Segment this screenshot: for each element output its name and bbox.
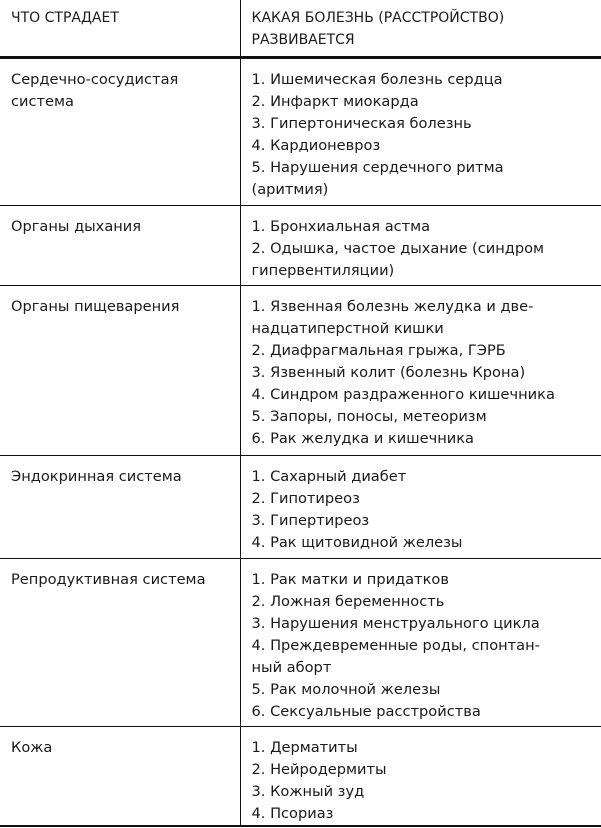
system-cell: Репродуктивная система <box>0 557 241 727</box>
disease-item: 1. Ишемическая болезнь сердца <box>251 70 503 88</box>
disease-item: 3. Гипертиреоз <box>251 511 370 529</box>
disease-cell: 1. Ишемическая болезнь сердца 2. Инфаркт … <box>239 56 601 206</box>
disease-cell: 1. Рак матки и придатков 2. Ложная береме… <box>239 557 601 727</box>
disease-item: 1. Рак матки и придатков <box>251 570 449 588</box>
disease-item: 5. Нарушения сердечного ритма (аритмия) <box>251 158 504 198</box>
table-row: Кожа 1. Дерматиты 2. Нейродермиты 3. Кожный… <box>0 725 601 827</box>
system-cell: Эндокринная система <box>0 454 241 559</box>
disease-item: 3. Нарушения менструального цикла <box>251 614 540 632</box>
disease-item: 2. Гипотиреоз <box>251 489 360 507</box>
table-row: Эндокринная система 1. Сахарный диабет 2. … <box>0 454 601 559</box>
system-cell: Сердечно-сосудистая система <box>0 56 241 206</box>
table-header-row: ЧТО СТРАДАЕТ КАКАЯ БОЛЕЗНЬ (РАССТРОЙСТВО… <box>0 0 601 59</box>
disease-item: 1. Бронхиальная астма <box>251 217 431 235</box>
disease-item: 6. Рак желудка и кишечника <box>251 429 475 447</box>
disease-item: 2. Инфаркт миокарда <box>251 92 419 110</box>
disease-item: 5. Запоры, поносы, метеоризм <box>251 407 487 425</box>
table-row: Органы дыхания 1. Бронхиальная астма 2. Од… <box>0 204 601 286</box>
table-row: Органы пищеварения 1. Язвенная болезнь же… <box>0 284 601 456</box>
disease-item: 6. Сексуальные расстройства <box>251 702 481 720</box>
disease-item: 3. Язвенный колит (болезнь Крона) <box>251 363 526 381</box>
header-disease: КАКАЯ БОЛЕЗНЬ (РАССТРОЙСТВО) РАЗВИВАЕТСЯ <box>239 0 601 59</box>
system-cell: Органы пищеварения <box>0 284 241 456</box>
disease-item: 3. Кожный зуд <box>251 782 365 800</box>
disease-item: 4. Рак щитовидной железы <box>251 533 463 551</box>
disease-item: 4. Синдром раздраженного кишечника <box>251 385 555 403</box>
disease-item: 5. Рак молочной железы <box>251 680 441 698</box>
disease-item: 1. Сахарный диабет <box>251 467 407 485</box>
disease-item: 2. Одышка, частое дыхание (синдром гипер… <box>251 239 545 279</box>
disease-item: 1. Язвенная болезнь желудка и две- надца… <box>251 297 534 337</box>
table-row: Сердечно-сосудистая система 1. Ишемическа… <box>0 56 601 206</box>
disease-item: 4. Преждевременные роды, спонтан- ный аб… <box>251 636 540 676</box>
disease-item: 3. Гипертоническая болезнь <box>251 114 472 132</box>
disease-cell: 1. Сахарный диабет 2. Гипотиреоз 3. Гиперт… <box>239 454 601 559</box>
disease-item: 4. Кардионевроз <box>251 136 381 154</box>
system-cell: Органы дыхания <box>0 204 241 286</box>
disease-item: 2. Диафрагмальная грыжа, ГЭРБ <box>251 341 506 359</box>
disease-item: 1. Дерматиты <box>251 738 358 756</box>
disease-cell: 1. Язвенная болезнь желудка и две- надца… <box>239 284 601 456</box>
disease-item: 4. Псориаз <box>251 804 334 822</box>
header-affected: ЧТО СТРАДАЕТ <box>0 0 241 59</box>
disease-cell: 1. Дерматиты 2. Нейродермиты 3. Кожный зуд… <box>239 725 601 827</box>
disease-item: 2. Ложная беременность <box>251 592 445 610</box>
disease-cell: 1. Бронхиальная астма 2. Одышка, частое д… <box>239 204 601 286</box>
table-row: Репродуктивная система 1. Рак матки и при… <box>0 557 601 727</box>
system-cell: Кожа <box>0 725 241 827</box>
disease-item: 2. Нейродермиты <box>251 760 387 778</box>
